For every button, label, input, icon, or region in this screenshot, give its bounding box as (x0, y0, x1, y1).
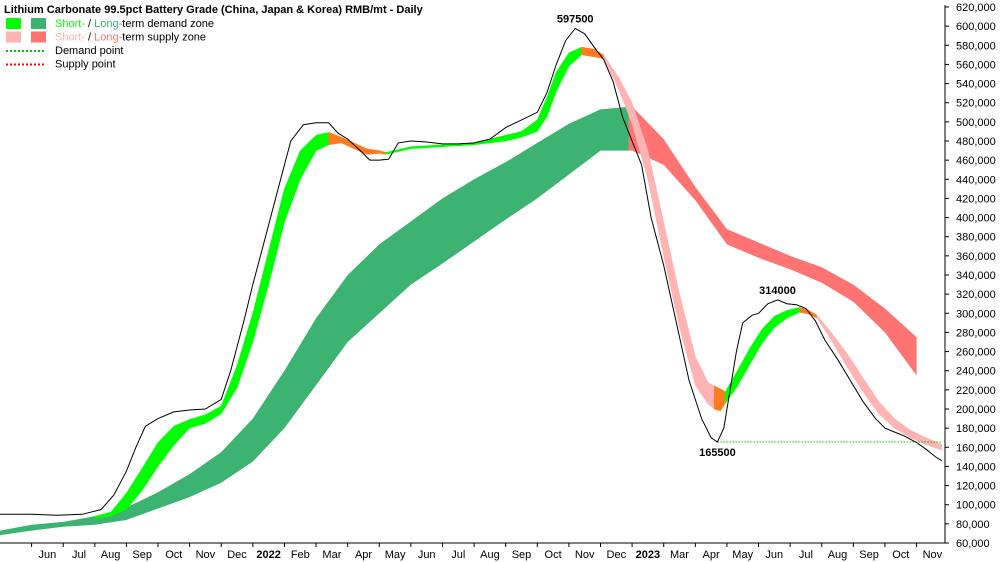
legend-entry: Short- / Long-term supply zone (6, 31, 206, 44)
plot-area (0, 27, 943, 536)
legend-label-part: Short- (55, 18, 85, 30)
y-tick-label: 120,000 (956, 481, 996, 493)
x-tick-label: Dec (227, 549, 247, 561)
short-term-supply-dark-segment (714, 385, 726, 412)
legend-label: Short- / Long-term demand zone (55, 18, 214, 30)
y-tick-label: 240,000 (956, 366, 996, 378)
y-tick-label: 60,000 (956, 538, 990, 550)
x-tick-label: Mar (322, 549, 341, 561)
legend-label-part: term supply zone (122, 32, 206, 44)
y-tick-label: 420,000 (956, 193, 996, 205)
y-tick-label: 620,000 (956, 2, 996, 14)
x-tick-label: Sep (512, 549, 532, 561)
x-tick-label: Sep (132, 549, 152, 561)
x-tick-label: Oct (545, 549, 562, 561)
x-tick-label: 2023 (636, 549, 660, 561)
legend-label-part: Long- (94, 18, 122, 30)
y-tick-label: 180,000 (956, 423, 996, 435)
legend-label-part: Long- (94, 32, 122, 44)
x-tick-label: Jun (39, 549, 57, 561)
x-tick-label: Aug (101, 549, 121, 561)
legend-label: Short- / Long-term supply zone (55, 32, 206, 44)
y-tick-label: 540,000 (956, 79, 996, 91)
y-tick-label: 520,000 (956, 98, 996, 110)
x-tick-label: Jul (799, 549, 813, 561)
short-term-supply-dark-segment (328, 132, 386, 155)
y-tick-label: 400,000 (956, 213, 996, 225)
annotation-label: 597500 (557, 14, 594, 26)
x-tick-label: Aug (480, 549, 500, 561)
legend-swatch (6, 31, 21, 43)
legend-label-part: / (85, 18, 94, 30)
short-term-supply-light-segment (603, 54, 718, 412)
x-tick-label: Feb (291, 549, 310, 561)
y-tick-label: 200,000 (956, 404, 996, 416)
legend-label-part: / (85, 32, 94, 44)
y-tick-label: 460,000 (956, 155, 996, 167)
x-tick-label: 2022 (256, 549, 280, 561)
y-tick-label: 600,000 (956, 21, 996, 33)
x-tick-label: Jul (451, 549, 465, 561)
y-tick-label: 580,000 (956, 40, 996, 52)
chart-title: Lithium Carbonate 99.5pct Battery Grade … (4, 4, 424, 16)
y-tick-label: 320,000 (956, 289, 996, 301)
y-tick-label: 280,000 (956, 327, 996, 339)
x-tick-label: Jul (72, 549, 86, 561)
annotation-label: 314000 (759, 285, 796, 297)
annotation-label: 165500 (699, 447, 736, 459)
annotations: 597500 314000 165500 (557, 14, 796, 459)
y-tick-label: 480,000 (956, 136, 996, 148)
y-tick-label: 500,000 (956, 117, 996, 129)
y-tick-label: 360,000 (956, 251, 996, 263)
legend-swatch (6, 18, 21, 29)
legend-label: Demand point (55, 45, 124, 57)
legend-label: Supply point (55, 59, 116, 71)
long-term-supply-zone (628, 106, 917, 376)
x-tick-label: May (732, 549, 753, 561)
x-tick-label: Nov (923, 549, 943, 561)
x-tick-label: Nov (196, 549, 216, 561)
y-tick-label: 140,000 (956, 461, 996, 473)
x-tick-label: Dec (607, 549, 627, 561)
legend-swatch (31, 18, 46, 29)
x-tick-label: Oct (165, 549, 182, 561)
x-tick-label: Jun (418, 549, 436, 561)
short-term-demand-segment (725, 307, 800, 405)
x-tick-label: Apr (355, 549, 372, 561)
y-tick-label: 560,000 (956, 59, 996, 71)
y-tick-label: 220,000 (956, 385, 996, 397)
x-tick-label: Sep (859, 549, 879, 561)
y-tick-label: 100,000 (956, 500, 996, 512)
x-tick-label: Jun (765, 549, 783, 561)
short-term-supply-light-segment (816, 314, 943, 451)
long-term-demand-zone (0, 106, 629, 536)
legend-label-part: term demand zone (122, 18, 214, 30)
short-term-supply-dark-segment (799, 307, 818, 319)
x-tick-label: Apr (703, 549, 720, 561)
x-tick-label: Aug (828, 549, 848, 561)
x-tick-label: Oct (892, 549, 909, 561)
y-tick-label: 340,000 (956, 270, 996, 282)
legend-entry: Supply point (6, 59, 116, 71)
legend-entry: Short- / Long-term demand zone (6, 18, 214, 30)
x-tick-label: Nov (575, 549, 595, 561)
legend-entry: Demand point (6, 45, 124, 57)
y-tick-label: 160,000 (956, 442, 996, 454)
y-tick-label: 300,000 (956, 308, 996, 320)
x-tick-label: May (385, 549, 406, 561)
short-term-supply-dark-segment (581, 46, 604, 60)
y-tick-label: 440,000 (956, 174, 996, 186)
y-tick-label: 260,000 (956, 347, 996, 359)
legend-swatch (31, 31, 46, 43)
y-tick-label: 80,000 (956, 519, 990, 531)
x-tick-label: Mar (670, 549, 689, 561)
y-tick-label: 380,000 (956, 232, 996, 244)
legend-label-part: Short- (55, 32, 85, 44)
price-line (0, 27, 943, 516)
